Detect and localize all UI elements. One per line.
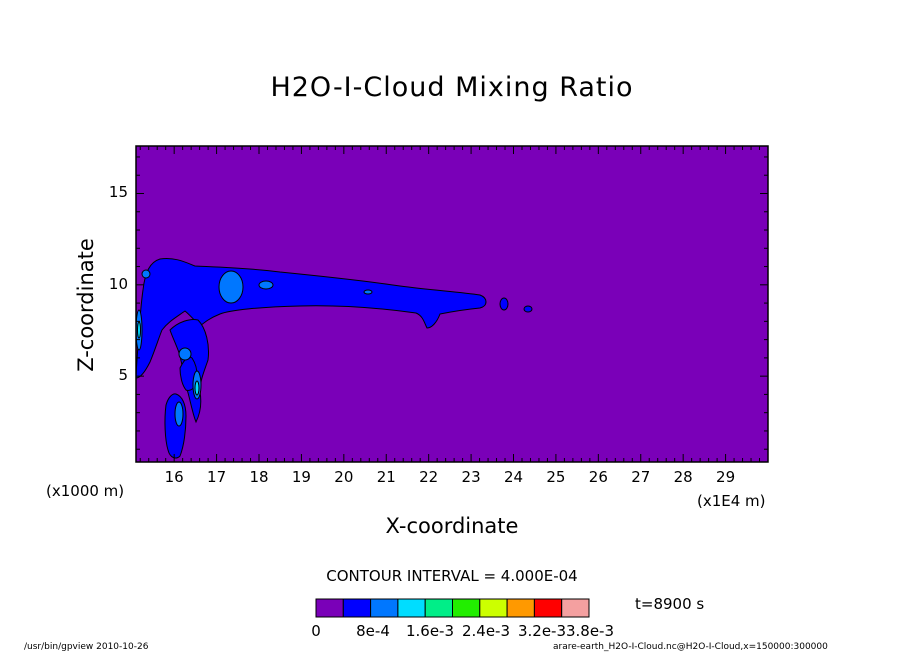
colorbar-swatch	[370, 598, 399, 618]
y-tick-label: 15	[108, 183, 128, 202]
y-axis-label: Z-coordinate	[74, 238, 98, 372]
colorbar-swatch	[533, 598, 563, 618]
contour-interval-label: CONTOUR INTERVAL = 4.000E-04	[326, 567, 578, 585]
x-tick-label: 18	[249, 468, 269, 486]
x-tick-label: 20	[334, 468, 354, 486]
y-tick-label: 10	[108, 274, 128, 293]
cloud-peak-edge	[137, 321, 141, 339]
cloud-cell-small-a	[499, 297, 509, 311]
colorbar-label: 8e-4	[356, 622, 390, 640]
colorbar-swatch	[452, 598, 481, 618]
cloud-core-column-upper	[178, 347, 192, 361]
colorbar-label: 2.4e-3	[461, 622, 511, 640]
colorbar-swatch	[561, 598, 590, 618]
x-tick-label: 29	[716, 468, 736, 486]
footer-program-date: /usr/bin/gpview 2010-10-26	[24, 642, 149, 652]
x-tick-label: 27	[631, 468, 651, 486]
footer-data-source: arare-earth_H2O-I-Cloud.nc@H2O-I-Cloud,x…	[553, 642, 828, 652]
x-axis-unit-right: (x1E4 m)	[697, 492, 766, 510]
x-tick-label: 21	[376, 468, 396, 486]
colorbar-swatch	[315, 598, 344, 618]
x-tick-label: 22	[419, 468, 439, 486]
colorbar-swatch	[506, 598, 535, 618]
x-tick-label: 23	[461, 468, 481, 486]
x-tick-label: 17	[207, 468, 227, 486]
x-tick-label: 24	[503, 468, 524, 486]
x-tick-label: 16	[164, 468, 184, 486]
chart-title: H2O-I-Cloud Mixing Ratio	[270, 72, 634, 103]
x-axis-unit-left: (x1000 m)	[46, 482, 125, 500]
x-tick-label: 28	[673, 468, 693, 486]
y-tick-label: 5	[118, 366, 128, 385]
cloud-core-column-lower	[174, 401, 184, 427]
x-tick-label: 25	[546, 468, 566, 486]
colorbar-swatch	[342, 598, 372, 618]
colorbar-label: 0	[311, 622, 321, 640]
plot-frame	[135, 145, 769, 463]
colorbar-swatch	[397, 598, 426, 618]
colorbar-label: 3.2e-3	[517, 622, 567, 640]
cloud-peak-column	[194, 380, 200, 396]
time-label: t=8900 s	[635, 595, 705, 613]
cloud-core-large	[218, 270, 244, 304]
plot-area	[135, 145, 769, 463]
cloud-core-small-b	[363, 289, 373, 295]
x-tick-label: 26	[588, 468, 608, 486]
cloud-cell-small-b	[523, 305, 533, 313]
colorbar-swatch	[479, 598, 508, 618]
colorbar-label: 1.6e-3	[405, 622, 455, 640]
x-tick-label: 19	[291, 468, 311, 486]
cloud-core-small-a	[258, 280, 274, 290]
colorbar-label: 3.8e-3	[565, 622, 615, 640]
cloud-core-small-c	[141, 269, 151, 279]
colorbar	[315, 598, 590, 618]
colorbar-swatch	[424, 598, 453, 618]
x-axis-label: X-coordinate	[385, 514, 519, 538]
cloud-region-column-lower	[164, 393, 187, 459]
